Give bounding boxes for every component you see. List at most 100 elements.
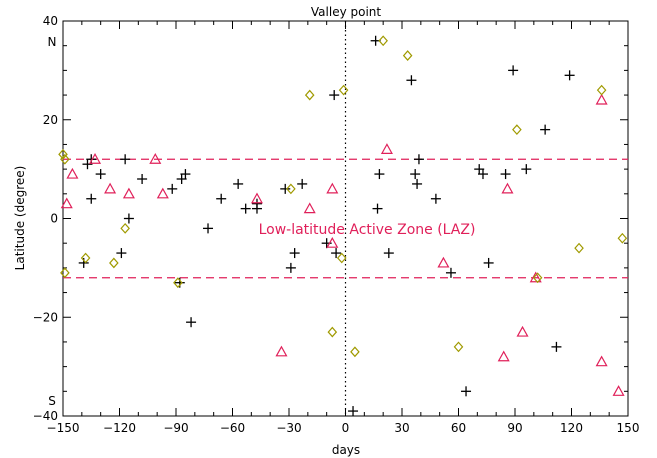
x-tick-label: −30 (276, 421, 301, 435)
diamond-point (617, 232, 628, 244)
diamond-point (58, 148, 68, 160)
y-tick-label: 20 (43, 113, 58, 127)
x-tick-label: 150 (617, 421, 640, 435)
diamond-point (453, 341, 464, 353)
diamond-point (120, 222, 130, 234)
plus-point (233, 178, 244, 189)
diamond-point (109, 257, 119, 269)
triangle-point (612, 385, 625, 396)
triangle-point (529, 271, 542, 283)
plus-point (500, 169, 511, 180)
triangle-point (501, 182, 514, 194)
plus-point (251, 198, 262, 209)
plus-point (331, 248, 342, 259)
plus-point (374, 169, 385, 180)
plus-point (123, 213, 134, 224)
plus-point (186, 317, 197, 328)
triangle-point (326, 236, 339, 248)
diamond-point (350, 346, 360, 358)
north-label: N (48, 35, 57, 49)
x-tick-label: −60 (220, 421, 245, 435)
plus-point (540, 124, 551, 135)
plus-point (280, 183, 291, 194)
diamond-point (336, 252, 347, 264)
chart-title: Valley point (311, 5, 381, 19)
plus-point (445, 267, 456, 278)
plus-point (329, 90, 340, 101)
plus-point (137, 174, 148, 184)
plus-point (564, 70, 575, 81)
triangle-point (104, 182, 117, 194)
plus-point (289, 248, 300, 259)
diamond-point (60, 267, 70, 279)
triangle-point (149, 153, 162, 164)
x-tick-label: −120 (103, 421, 136, 435)
triangle-point (497, 350, 510, 362)
x-tick-label: 90 (507, 421, 522, 435)
diamond-point (532, 272, 543, 284)
axis-ticks: −150 −120 −90 −60 −30 0 30 60 90 120 150 −40 −20 0 20 4… (33, 14, 640, 435)
plus-point (203, 223, 214, 234)
triangle-point (595, 355, 608, 367)
diamond-point (512, 124, 522, 136)
x-tick-label: 0 (342, 421, 350, 435)
triangle-point (437, 256, 450, 268)
y-axis-label: Latitude (degree) (13, 166, 27, 271)
plus-point (483, 257, 494, 268)
diamond-point (80, 252, 91, 264)
x-axis-label: days (332, 443, 360, 457)
plus-point (406, 75, 417, 86)
plus-point (412, 178, 423, 189)
triangle-point (60, 197, 73, 209)
plus-point (86, 193, 97, 204)
plus-point (521, 164, 532, 175)
x-tick-label: 60 (451, 421, 466, 435)
triangle-point (88, 153, 102, 164)
triangle-point (122, 187, 135, 199)
diamond-point (378, 35, 388, 47)
triangle-point (595, 93, 608, 105)
diamond-point (60, 153, 70, 165)
x-tick-label: 30 (394, 421, 409, 435)
plus-point (477, 169, 488, 180)
diamond-point (173, 277, 183, 289)
diamond-point (574, 242, 584, 254)
y-tick-label: −40 (33, 409, 58, 423)
plus-point (430, 193, 441, 204)
plus-point (78, 257, 89, 268)
plus-point (285, 262, 296, 273)
plus-point (372, 203, 383, 214)
plus-point (167, 183, 178, 194)
laz-annotation: Low-latitude Active Zone (LAZ) (259, 222, 476, 238)
plus-point (413, 154, 424, 165)
diamond-point (286, 183, 296, 195)
y-tick-label: 40 (43, 14, 58, 28)
plus-point (86, 154, 97, 165)
plus-point (174, 277, 185, 288)
diamond-point (327, 326, 338, 338)
triangle-point (66, 167, 79, 179)
diamond-point (304, 89, 315, 101)
south-label: S (48, 394, 56, 408)
diamond-point (338, 84, 349, 96)
plus-point (180, 169, 191, 180)
plus-point (508, 65, 519, 76)
triangle-point (380, 143, 393, 154)
plus-point (120, 154, 131, 165)
triangle-point (156, 187, 169, 199)
plus-point (116, 248, 127, 259)
triangle-point (516, 325, 529, 337)
plus-point (216, 193, 227, 204)
triangle-point (275, 345, 288, 357)
x-tick-label: −90 (163, 421, 188, 435)
reference-lines (63, 21, 628, 416)
y-tick-label: −20 (33, 310, 58, 324)
plus-point (240, 203, 251, 214)
diamond-point (596, 84, 607, 96)
y-tick-label: 0 (50, 212, 58, 226)
triangle-point (303, 202, 316, 214)
plus-point (383, 248, 394, 259)
plus-point (95, 169, 106, 180)
data-marks (58, 35, 628, 417)
